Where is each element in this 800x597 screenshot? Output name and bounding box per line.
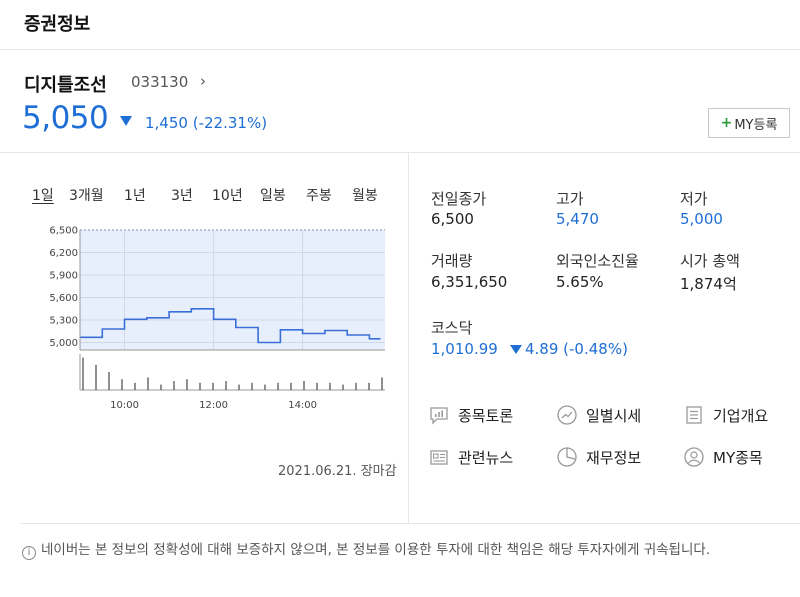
stock-name-link[interactable]: 디지틀조선 bbox=[24, 75, 107, 96]
daily-price-label: 일별시세 bbox=[586, 406, 642, 425]
price-line bbox=[80, 308, 381, 344]
company-info-link[interactable]: 기업개요 bbox=[683, 404, 768, 426]
volume-value: 6,351,650 bbox=[431, 273, 508, 291]
discussion-link[interactable]: 종목토론 bbox=[428, 404, 513, 426]
disclaimer: i 네이버는 본 정보의 정확성에 대해 보증하지 않으며, 본 정보를 이용한 … bbox=[22, 540, 792, 560]
y-tick-label: 5,600 bbox=[49, 293, 78, 304]
kosdaq-change-text: 4.89 (-0.48%) bbox=[525, 340, 628, 358]
market-cap-label: 시가 총액 bbox=[680, 252, 740, 270]
y-tick-label: 6,500 bbox=[49, 226, 78, 237]
divider bbox=[20, 523, 800, 524]
y-tick-label: 6,200 bbox=[49, 248, 78, 259]
newspaper-icon bbox=[430, 450, 448, 465]
down-triangle-icon bbox=[120, 116, 132, 126]
financials-label: 재무정보 bbox=[586, 448, 642, 467]
divider bbox=[0, 152, 800, 153]
intraday-price-chart: 6,500 6,200 5,900 5,600 5,300 5,000 10:00 12:00… bbox=[49, 226, 385, 411]
chat-bars-icon bbox=[430, 407, 448, 425]
low-value: 5,000 bbox=[680, 210, 723, 228]
tab-monthly-candle[interactable]: 월봉 bbox=[352, 188, 378, 204]
my-register-button[interactable]: + MY등록 bbox=[708, 108, 790, 138]
price-change: 1,450 (-22.31%) bbox=[145, 114, 267, 132]
document-list-icon bbox=[686, 406, 702, 424]
divider bbox=[408, 153, 409, 523]
chevron-right-icon[interactable]: › bbox=[200, 72, 206, 90]
info-icon: i bbox=[22, 546, 36, 560]
stock-code[interactable]: 033130 bbox=[131, 73, 189, 91]
high-label: 고가 bbox=[556, 190, 584, 208]
plus-icon: + bbox=[720, 115, 733, 131]
financials-link[interactable]: 재무정보 bbox=[556, 446, 641, 468]
y-tick-label: 5,000 bbox=[49, 338, 78, 349]
section-title: 증권정보 bbox=[24, 14, 91, 35]
my-register-label: MY등록 bbox=[734, 117, 778, 133]
news-label: 관련뉴스 bbox=[458, 448, 514, 467]
change-amount: 1,450 bbox=[145, 114, 188, 132]
disclaimer-text: 네이버는 본 정보의 정확성에 대해 보증하지 않으며, 본 정보를 이용한 투… bbox=[41, 542, 711, 558]
daily-price-link[interactable]: 일별시세 bbox=[556, 404, 641, 426]
user-circle-icon bbox=[684, 447, 704, 467]
chart-date: 2021.06.21. 장마감 bbox=[278, 464, 397, 479]
discussion-label: 종목토론 bbox=[458, 406, 514, 425]
company-info-label: 기업개요 bbox=[713, 406, 769, 425]
market-cap-unit: 억 bbox=[722, 275, 737, 293]
y-tick-label: 5,300 bbox=[49, 316, 78, 327]
foreign-ratio-label: 외국인소진율 bbox=[556, 252, 639, 270]
change-percent: (-22.31%) bbox=[192, 114, 268, 132]
x-tick-label: 12:00 bbox=[199, 400, 228, 411]
y-tick-label: 5,900 bbox=[49, 271, 78, 282]
market-cap-number: 1,874 bbox=[680, 275, 723, 293]
tab-daily-candle[interactable]: 일봉 bbox=[260, 188, 286, 204]
tab-1day[interactable]: 1일 bbox=[32, 188, 54, 204]
kosdaq-label: 코스닥 bbox=[431, 319, 473, 337]
my-stock-link[interactable]: MY종목 bbox=[683, 446, 763, 468]
trend-circle-icon bbox=[557, 405, 577, 425]
pie-chart-icon bbox=[557, 447, 577, 467]
tab-10years[interactable]: 10년 bbox=[212, 188, 243, 204]
x-tick-label: 10:00 bbox=[110, 400, 139, 411]
news-link[interactable]: 관련뉴스 bbox=[428, 446, 513, 468]
prev-close-value: 6,500 bbox=[431, 210, 474, 228]
low-label: 저가 bbox=[680, 190, 708, 208]
tab-weekly-candle[interactable]: 주봉 bbox=[306, 188, 332, 204]
kosdaq-value: 1,010.99 bbox=[431, 340, 498, 358]
foreign-ratio-value: 5.65% bbox=[556, 273, 604, 291]
my-stock-label: MY종목 bbox=[713, 448, 763, 467]
tab-1year[interactable]: 1년 bbox=[124, 188, 146, 204]
section-header: 증권정보 bbox=[0, 0, 800, 50]
down-triangle-icon bbox=[510, 344, 522, 354]
kosdaq-change: 4.89 (-0.48%) bbox=[510, 340, 628, 358]
market-cap-value: 1,874억 bbox=[680, 273, 737, 294]
high-value: 5,470 bbox=[556, 210, 599, 228]
prev-close-label: 전일종가 bbox=[431, 190, 487, 208]
volume-label: 거래량 bbox=[431, 252, 473, 270]
tab-3years[interactable]: 3년 bbox=[171, 188, 193, 204]
plot-area bbox=[80, 230, 385, 350]
x-tick-label: 14:00 bbox=[288, 400, 317, 411]
current-price: 5,050 bbox=[22, 100, 109, 136]
tab-3months[interactable]: 3개월 bbox=[69, 188, 104, 204]
